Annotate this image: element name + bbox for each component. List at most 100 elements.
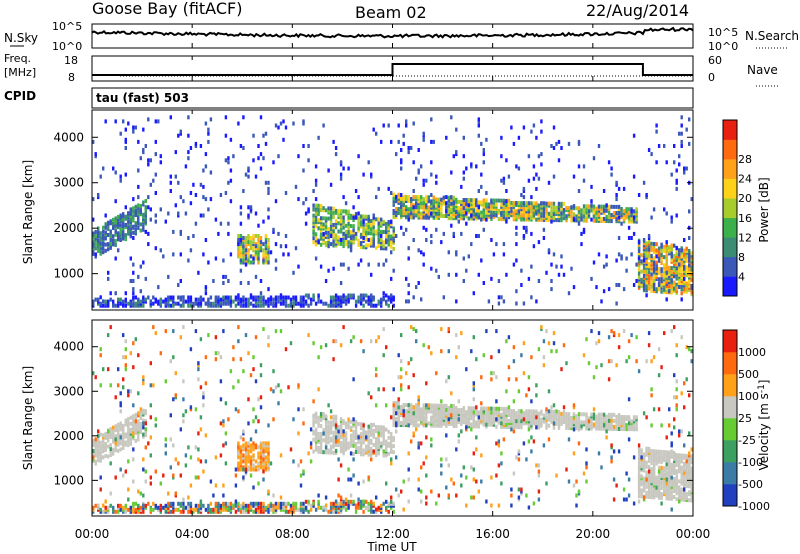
noise-right-tick-bottom: 10^0 <box>708 40 738 53</box>
echo-cell <box>247 453 250 458</box>
echo-cell <box>402 196 405 201</box>
echo-cell <box>400 198 403 203</box>
echo-cell <box>164 219 167 224</box>
echo-cell <box>244 252 248 257</box>
echo-cell <box>94 437 97 442</box>
echo-cell <box>585 210 588 215</box>
echo-cell <box>487 202 491 207</box>
echo-cell <box>472 406 475 411</box>
echo-cell <box>267 191 270 195</box>
echo-cell <box>242 303 245 308</box>
echo-cell <box>337 425 340 429</box>
echo-cell <box>262 248 265 253</box>
echo-cell <box>367 434 370 439</box>
echo-cell <box>487 299 491 304</box>
echo-cell <box>678 485 681 490</box>
echo-cell <box>557 201 561 206</box>
echo-cell <box>142 377 145 382</box>
echo-cell <box>157 285 160 290</box>
echo-cell <box>635 207 638 212</box>
echo-cell <box>367 297 370 302</box>
echo-cell <box>124 432 127 437</box>
echo-cell <box>182 419 185 424</box>
echo-cell <box>407 211 410 216</box>
echo-cell <box>197 431 200 436</box>
echo-cell <box>452 210 455 215</box>
echo-cell <box>282 299 285 304</box>
echo-cell <box>169 359 172 364</box>
echo-cell <box>390 439 393 444</box>
echo-cell <box>632 417 636 422</box>
echo-cell <box>294 501 298 506</box>
echo-cell <box>678 248 681 253</box>
echo-cell <box>134 416 137 421</box>
echo-cell <box>209 507 213 512</box>
echo-cell <box>425 215 428 220</box>
echo-cell <box>199 301 203 306</box>
echo-cell <box>475 200 478 205</box>
echo-cell <box>502 204 506 209</box>
echo-cell <box>462 216 465 221</box>
echo-cell <box>627 207 631 212</box>
echo-cell <box>339 431 343 436</box>
echo-cell <box>683 271 686 276</box>
echo-cell <box>668 245 671 250</box>
echo-cell <box>129 220 132 224</box>
echo-cell <box>522 125 526 130</box>
echo-cell <box>292 507 295 512</box>
echo-cell <box>247 449 250 454</box>
echo-cell <box>595 414 598 419</box>
echo-cell <box>169 115 172 120</box>
echo-cell <box>402 201 405 205</box>
echo-cell <box>304 499 308 504</box>
echo-cell <box>660 252 663 257</box>
echo-cell <box>352 224 355 229</box>
echo-cell <box>127 389 130 394</box>
echo-cell <box>149 207 152 212</box>
echo-cell <box>475 208 478 213</box>
echo-cell <box>547 211 551 216</box>
echo-cell <box>262 156 265 161</box>
echo-cell <box>117 509 120 514</box>
echo-cell <box>387 451 390 456</box>
echo-cell <box>182 295 185 300</box>
echo-cell <box>114 229 117 234</box>
echo-cell <box>512 141 516 146</box>
echo-cell <box>142 425 145 430</box>
echo-cell <box>339 238 343 242</box>
echo-cell <box>182 301 185 306</box>
echo-cell <box>204 291 208 296</box>
echo-cell <box>172 252 175 257</box>
echo-cell <box>149 435 152 440</box>
echo-cell <box>515 419 518 424</box>
echo-cell <box>377 299 380 304</box>
echo-cell <box>587 212 591 217</box>
echo-cell <box>109 238 112 242</box>
echo-cell <box>680 275 683 279</box>
echo-cell <box>119 227 122 232</box>
echo-cell <box>312 437 315 442</box>
echo-cell <box>683 453 686 458</box>
echo-cell <box>582 178 586 183</box>
echo-cell <box>247 281 250 285</box>
echo-cell <box>284 509 288 514</box>
echo-cell <box>515 215 518 220</box>
echo-cell <box>174 203 177 208</box>
echo-cell <box>485 202 488 207</box>
echo-cell <box>359 499 363 504</box>
echo-cell <box>455 208 458 213</box>
echo-cell <box>239 244 243 249</box>
echo-cell <box>500 412 503 417</box>
echo-cell <box>257 248 260 253</box>
echo-cell <box>637 271 641 276</box>
echo-cell <box>239 281 243 285</box>
echo-cell <box>357 438 360 443</box>
echo-cell <box>365 448 368 453</box>
echo-cell <box>109 491 112 496</box>
echo-cell <box>410 203 413 208</box>
echo-cell <box>370 227 373 232</box>
echo-cell <box>112 435 115 440</box>
echo-cell <box>470 162 473 167</box>
echo-cell <box>522 201 526 206</box>
echo-cell <box>222 501 225 506</box>
